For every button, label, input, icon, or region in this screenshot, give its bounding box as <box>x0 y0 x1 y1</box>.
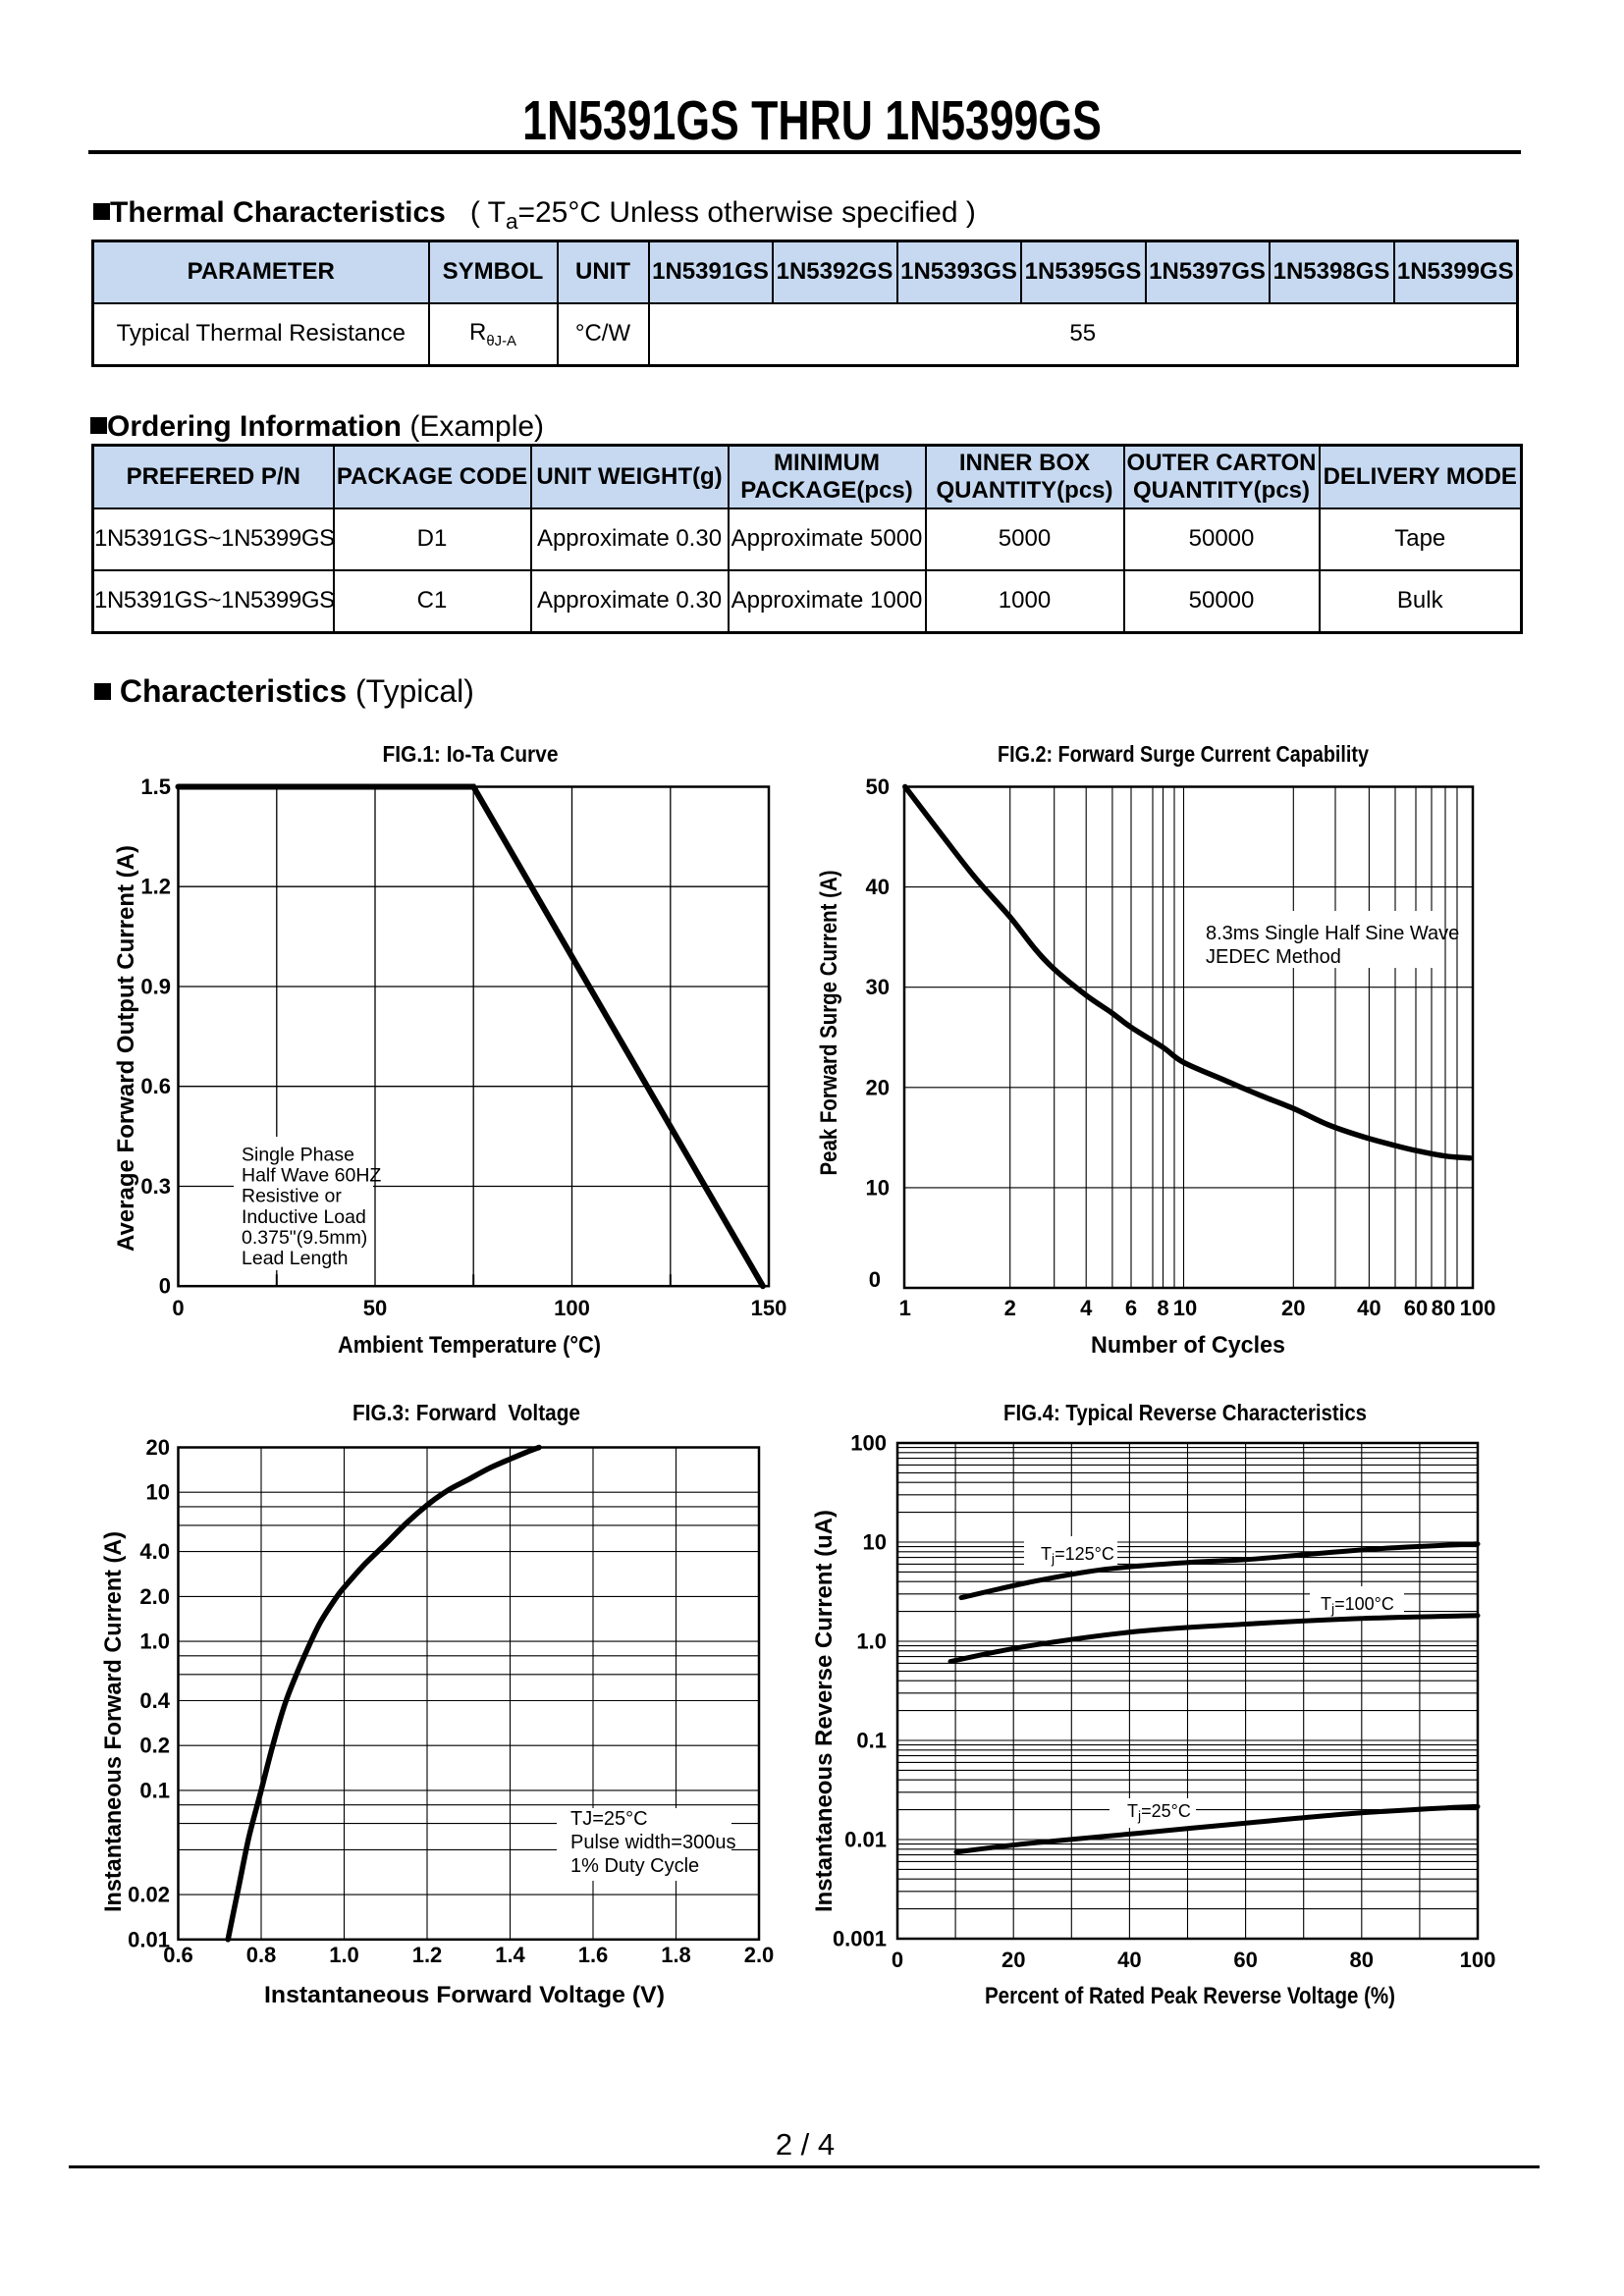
svg-text:Lead Length: Lead Length <box>242 1248 348 1269</box>
svg-text:6: 6 <box>1125 1296 1137 1320</box>
svg-text:8.3ms Single Half Sine Wave: 8.3ms Single Half Sine Wave <box>1206 923 1459 944</box>
svg-text:Resistive or: Resistive or <box>242 1186 342 1207</box>
svg-text:1.5: 1.5 <box>140 774 171 799</box>
svg-text:Tj=125°C: Tj=125°C <box>1041 1544 1114 1567</box>
svg-text:0.01: 0.01 <box>128 1927 170 1951</box>
svg-text:0.01: 0.01 <box>844 1828 887 1852</box>
svg-text:1% Duty Cycle: 1% Duty Cycle <box>570 1855 699 1877</box>
svg-text:0.9: 0.9 <box>140 975 171 999</box>
svg-text:FIG.3: Forward Voltage: FIG.3: Forward Voltage <box>352 1400 580 1425</box>
svg-text:40: 40 <box>866 875 890 899</box>
svg-text:8: 8 <box>1157 1296 1168 1320</box>
svg-text:80: 80 <box>1432 1296 1455 1320</box>
svg-text:10: 10 <box>146 1480 170 1505</box>
svg-text:0.6: 0.6 <box>163 1943 193 1967</box>
svg-text:FIG.1: Io-Ta Curve: FIG.1: Io-Ta Curve <box>383 741 559 767</box>
svg-text:40: 40 <box>1357 1296 1380 1320</box>
svg-text:1.8: 1.8 <box>661 1943 691 1967</box>
svg-text:0.001: 0.001 <box>833 1927 887 1951</box>
svg-text:1: 1 <box>899 1296 911 1320</box>
svg-text:Single Phase: Single Phase <box>242 1145 354 1166</box>
svg-text:1.2: 1.2 <box>140 875 171 899</box>
svg-text:Instantaneous Forward Voltage: Instantaneous Forward Voltage (V) <box>264 1982 665 2008</box>
svg-text:1.0: 1.0 <box>139 1629 170 1654</box>
svg-text:Peak Forward Surge Current (A): Peak Forward Surge Current (A) <box>816 871 842 1176</box>
svg-text:Average Forward Output Current: Average Forward Output Current (A) <box>113 845 139 1252</box>
svg-text:2: 2 <box>1004 1296 1016 1320</box>
svg-text:40: 40 <box>1117 1948 1141 1972</box>
svg-text:60: 60 <box>1404 1296 1428 1320</box>
svg-text:0.1: 0.1 <box>139 1778 170 1802</box>
svg-text:10: 10 <box>863 1530 887 1555</box>
svg-text:Instantaneous Reverse Current: Instantaneous Reverse Current (uA) <box>811 1510 838 1912</box>
svg-text:20: 20 <box>1281 1296 1305 1320</box>
svg-text:0: 0 <box>869 1267 881 1292</box>
svg-text:50: 50 <box>866 774 890 799</box>
svg-text:TJ=25°C: TJ=25°C <box>570 1808 648 1830</box>
svg-text:100: 100 <box>850 1431 887 1456</box>
svg-text:0.4: 0.4 <box>139 1688 170 1713</box>
svg-text:Number of Cycles: Number of Cycles <box>1091 1332 1285 1359</box>
svg-text:1.0: 1.0 <box>856 1629 887 1654</box>
svg-text:60: 60 <box>1233 1948 1257 1972</box>
svg-text:Tj=100°C: Tj=100°C <box>1321 1594 1394 1617</box>
svg-text:20: 20 <box>1001 1948 1025 1972</box>
svg-text:0.1: 0.1 <box>856 1729 887 1753</box>
svg-text:Tj=25°C: Tj=25°C <box>1127 1801 1191 1824</box>
svg-text:2.0: 2.0 <box>139 1584 170 1609</box>
svg-text:100: 100 <box>1460 1296 1496 1320</box>
svg-text:0: 0 <box>172 1296 184 1320</box>
svg-text:2.0: 2.0 <box>744 1943 775 1967</box>
svg-text:4.0: 4.0 <box>139 1539 170 1564</box>
svg-text:0: 0 <box>159 1274 171 1299</box>
svg-text:100: 100 <box>1460 1948 1496 1972</box>
svg-text:4: 4 <box>1080 1296 1093 1320</box>
svg-text:0.2: 0.2 <box>139 1734 170 1758</box>
svg-text:30: 30 <box>866 975 890 999</box>
svg-text:10: 10 <box>1173 1296 1197 1320</box>
svg-text:1.4: 1.4 <box>495 1943 525 1967</box>
svg-text:0.02: 0.02 <box>128 1883 170 1907</box>
svg-text:1.6: 1.6 <box>578 1943 609 1967</box>
svg-text:100: 100 <box>554 1296 590 1320</box>
svg-text:Percent of Rated Peak Reverse: Percent of Rated Peak Reverse Voltage (%… <box>985 1983 1395 2009</box>
svg-text:1.2: 1.2 <box>412 1943 443 1967</box>
svg-text:Inductive Load: Inductive Load <box>242 1206 366 1228</box>
svg-text:0: 0 <box>892 1948 903 1972</box>
svg-text:0.8: 0.8 <box>246 1943 277 1967</box>
svg-text:50: 50 <box>363 1296 387 1320</box>
svg-text:20: 20 <box>146 1435 170 1460</box>
svg-text:JEDEC Method: JEDEC Method <box>1206 946 1341 968</box>
svg-text:Ambient Temperature (°C): Ambient Temperature (°C) <box>338 1332 601 1359</box>
svg-text:FIG.4: Typical Reverse Charact: FIG.4: Typical Reverse Characteristics <box>1003 1400 1367 1425</box>
svg-text:0.375"(9.5mm): 0.375"(9.5mm) <box>242 1227 367 1249</box>
svg-text:Pulse width=300us: Pulse width=300us <box>570 1832 735 1853</box>
svg-text:0.6: 0.6 <box>140 1074 171 1098</box>
svg-text:FIG.2: Forward Surge Current C: FIG.2: Forward Surge Current Capability <box>998 741 1369 767</box>
svg-text:Half Wave 60HZ: Half Wave 60HZ <box>242 1165 381 1187</box>
svg-text:0.3: 0.3 <box>140 1174 171 1199</box>
svg-text:80: 80 <box>1350 1948 1374 1972</box>
svg-text:150: 150 <box>751 1296 787 1320</box>
svg-text:1.0: 1.0 <box>329 1943 359 1967</box>
svg-text:Instantaneous Forward Current: Instantaneous Forward Current (A) <box>100 1531 127 1912</box>
svg-text:10: 10 <box>866 1175 890 1200</box>
svg-text:20: 20 <box>866 1075 890 1099</box>
